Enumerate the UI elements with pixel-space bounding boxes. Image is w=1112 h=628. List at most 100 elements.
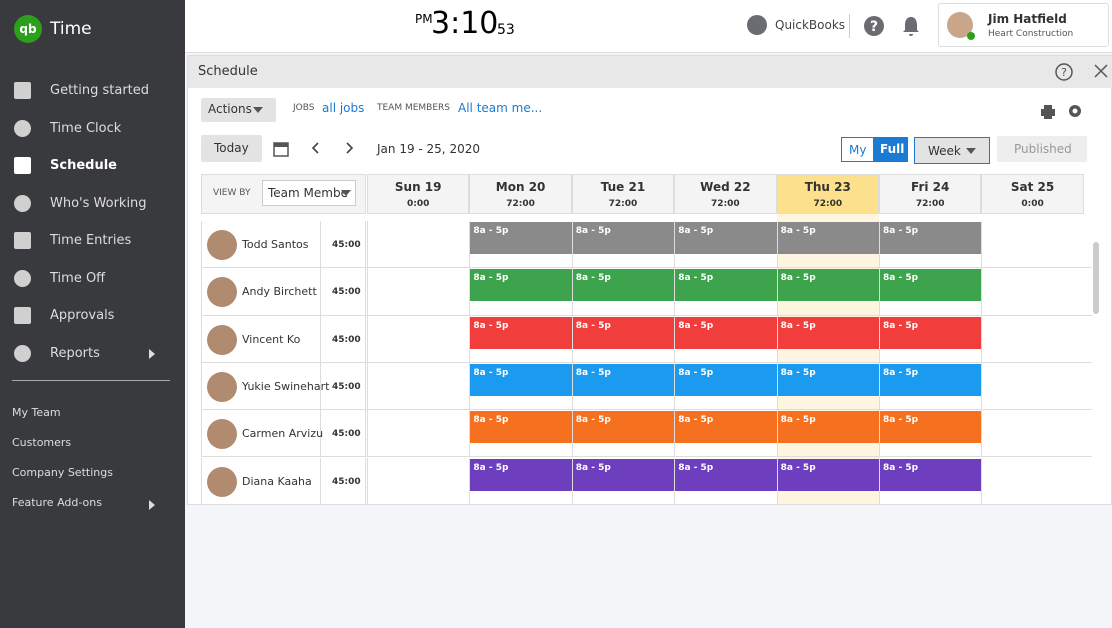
shift[interactable]: 8a - 5p bbox=[675, 364, 776, 396]
shift-time: 8a - 5p bbox=[576, 321, 611, 331]
svg-text:?: ? bbox=[1061, 66, 1067, 79]
separator bbox=[849, 14, 850, 38]
shift[interactable]: 8a - 5p bbox=[880, 222, 981, 254]
full-toggle[interactable]: Full bbox=[874, 137, 908, 162]
employee-hours: 45:00 bbox=[332, 429, 361, 439]
shift-time: 8a - 5p bbox=[678, 273, 713, 283]
view-by-select[interactable]: Team Membe bbox=[262, 180, 356, 206]
shift-time: 8a - 5p bbox=[678, 415, 713, 425]
day-header[interactable]: Wed 2272:00 bbox=[674, 174, 776, 214]
day-name: Sun 19 bbox=[368, 180, 468, 194]
prev-week[interactable] bbox=[310, 142, 320, 154]
help-icon[interactable]: ? bbox=[863, 15, 885, 37]
view-by-value: Team Membe bbox=[268, 186, 348, 200]
nav-item[interactable]: Time Off bbox=[0, 263, 185, 295]
today-button[interactable]: Today bbox=[201, 135, 262, 162]
user-card[interactable]: Jim Hatfield Heart Construction bbox=[938, 3, 1109, 47]
employee-name: Carmen Arvizu bbox=[242, 427, 323, 440]
shift[interactable]: 8a - 5p bbox=[880, 317, 981, 349]
nav-item[interactable]: Schedule bbox=[0, 150, 185, 182]
qb-icon bbox=[747, 15, 767, 35]
sidebar: qb Time Getting startedTime ClockSchedul… bbox=[0, 0, 185, 628]
nav-item[interactable]: Reports bbox=[0, 338, 185, 370]
shift[interactable]: 8a - 5p bbox=[675, 317, 776, 349]
day-header[interactable]: Sun 190:00 bbox=[367, 174, 469, 214]
nav-item[interactable]: Who's Working bbox=[0, 188, 185, 220]
day-name: Wed 22 bbox=[675, 180, 775, 194]
panel-help[interactable]: ? bbox=[1054, 62, 1074, 82]
shift[interactable]: 8a - 5p bbox=[470, 364, 571, 396]
shift[interactable]: 8a - 5p bbox=[778, 222, 879, 254]
members-filter[interactable]: All team me... bbox=[458, 101, 542, 115]
secondary-item[interactable]: Company Settings bbox=[0, 463, 185, 487]
settings-icon[interactable] bbox=[1067, 103, 1083, 119]
secondary-item[interactable]: My Team bbox=[0, 403, 185, 427]
shift[interactable]: 8a - 5p bbox=[470, 411, 571, 443]
published-button[interactable]: Published bbox=[997, 136, 1087, 162]
actions-button[interactable]: Actions bbox=[201, 98, 276, 122]
day-header[interactable]: Fri 2472:00 bbox=[879, 174, 981, 214]
shift[interactable]: 8a - 5p bbox=[573, 222, 674, 254]
shift[interactable]: 8a - 5p bbox=[470, 269, 571, 301]
jobs-filter[interactable]: all jobs bbox=[322, 101, 364, 115]
shift[interactable]: 8a - 5p bbox=[470, 459, 571, 491]
shift[interactable]: 8a - 5p bbox=[778, 269, 879, 301]
shift-time: 8a - 5p bbox=[883, 321, 918, 331]
shift[interactable]: 8a - 5p bbox=[778, 459, 879, 491]
shift[interactable]: 8a - 5p bbox=[880, 269, 981, 301]
shift[interactable]: 8a - 5p bbox=[573, 317, 674, 349]
shift[interactable]: 8a - 5p bbox=[675, 222, 776, 254]
shift[interactable]: 8a - 5p bbox=[778, 317, 879, 349]
shift[interactable]: 8a - 5p bbox=[675, 459, 776, 491]
bell-icon[interactable] bbox=[901, 15, 921, 37]
day-header[interactable]: Tue 2172:00 bbox=[572, 174, 674, 214]
actions-label: Actions bbox=[208, 102, 252, 116]
panel-close[interactable] bbox=[1094, 64, 1108, 78]
week-select[interactable]: Week bbox=[914, 137, 990, 164]
nav-icon bbox=[14, 82, 31, 99]
shift[interactable]: 8a - 5p bbox=[675, 411, 776, 443]
secondary-item[interactable]: Customers bbox=[0, 433, 185, 457]
shift[interactable]: 8a - 5p bbox=[778, 364, 879, 396]
day-cell bbox=[981, 316, 1083, 363]
day-name: Thu 23 bbox=[778, 180, 878, 194]
shift[interactable]: 8a - 5p bbox=[880, 364, 981, 396]
secondary-item[interactable]: Feature Add-ons bbox=[0, 493, 185, 517]
nav-item[interactable]: Time Entries bbox=[0, 225, 185, 257]
shift-time: 8a - 5p bbox=[473, 463, 508, 473]
secondary-label: Customers bbox=[12, 436, 71, 449]
next-week[interactable] bbox=[345, 142, 355, 154]
shift[interactable]: 8a - 5p bbox=[778, 411, 879, 443]
shift[interactable]: 8a - 5p bbox=[880, 459, 981, 491]
shift[interactable]: 8a - 5p bbox=[573, 459, 674, 491]
day-hours: 72:00 bbox=[470, 199, 570, 209]
shift[interactable]: 8a - 5p bbox=[880, 411, 981, 443]
day-name: Mon 20 bbox=[470, 180, 570, 194]
nav-icon bbox=[14, 345, 31, 362]
day-header[interactable]: Thu 2372:00 bbox=[777, 174, 879, 214]
scrollbar[interactable] bbox=[1093, 242, 1099, 314]
shift[interactable]: 8a - 5p bbox=[470, 222, 571, 254]
shift[interactable]: 8a - 5p bbox=[573, 411, 674, 443]
calendar-icon[interactable] bbox=[273, 140, 289, 157]
day-header[interactable]: Mon 20 72:00 bbox=[469, 174, 571, 214]
nav-item[interactable]: Getting started bbox=[0, 75, 185, 107]
shift-time: 8a - 5p bbox=[473, 415, 508, 425]
avatar bbox=[207, 372, 237, 402]
shift[interactable]: 8a - 5p bbox=[470, 317, 571, 349]
my-toggle[interactable]: My bbox=[841, 137, 874, 162]
quickbooks-link[interactable]: QuickBooks bbox=[775, 18, 845, 32]
day-cell bbox=[367, 410, 469, 457]
nav-item[interactable]: Time Clock bbox=[0, 113, 185, 145]
shift[interactable]: 8a - 5p bbox=[573, 364, 674, 396]
shift[interactable]: 8a - 5p bbox=[675, 269, 776, 301]
nav-label: Time Clock bbox=[50, 121, 121, 136]
day-header[interactable]: Sat 250:00 bbox=[981, 174, 1083, 214]
shift-time: 8a - 5p bbox=[883, 368, 918, 378]
print-icon[interactable] bbox=[1040, 104, 1056, 120]
nav-item[interactable]: Approvals bbox=[0, 300, 185, 332]
shift[interactable]: 8a - 5p bbox=[573, 269, 674, 301]
shift-time: 8a - 5p bbox=[473, 273, 508, 283]
published-label: Published bbox=[1014, 142, 1072, 156]
